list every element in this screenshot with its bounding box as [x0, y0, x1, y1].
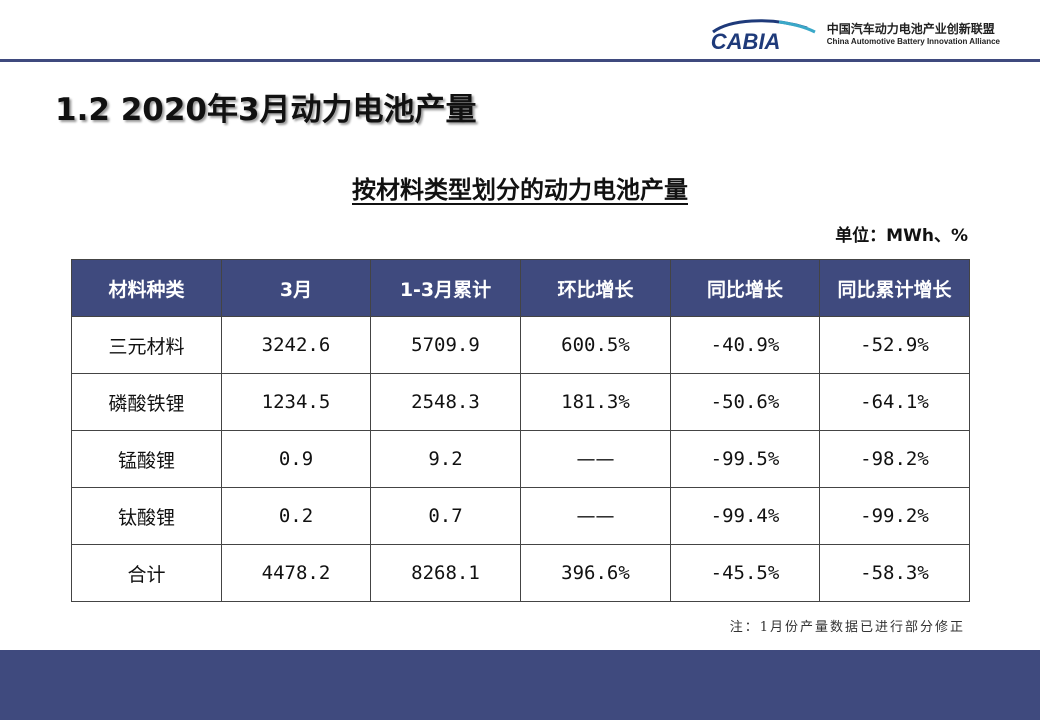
- cumulative-cell: 8268.1: [370, 544, 521, 602]
- table-row-total: 合计 4478.2 8268.1 396.6% -45.5% -58.3%: [71, 544, 970, 602]
- footnote: 注：1月份产量数据已进行部分修正: [729, 620, 965, 635]
- march-cell: 3242.6: [221, 316, 371, 374]
- table-row: 三元材料 3242.6 5709.9 600.5% -40.9% -52.9%: [71, 316, 970, 374]
- header-cell-mom-growth: 环比增长: [520, 259, 671, 317]
- table-row: 钛酸锂 0.2 0.7 —— -99.4% -99.2%: [71, 487, 970, 545]
- march-cell: 1234.5: [221, 373, 371, 431]
- yoy-growth-cell: -40.9%: [670, 316, 820, 374]
- yoy-cumulative-cell: -98.2%: [819, 430, 970, 488]
- mom-growth-cell: 396.6%: [520, 544, 671, 602]
- header-cell-cumulative: 1-3月累计: [370, 259, 521, 317]
- org-name-en: China Automotive Battery Innovation Alli…: [826, 36, 1000, 46]
- material-cell: 磷酸铁锂: [71, 373, 222, 431]
- material-cell: 三元材料: [71, 316, 222, 374]
- march-cell: 0.2: [221, 487, 371, 545]
- march-cell: 0.9: [221, 430, 371, 488]
- yoy-growth-cell: -50.6%: [670, 373, 820, 431]
- mom-growth-cell: 600.5%: [520, 316, 671, 374]
- unit-label: 单位：MWh、%: [835, 226, 968, 246]
- table-title: 按材料类型划分的动力电池产量: [352, 176, 688, 204]
- footer-band: [0, 650, 1040, 720]
- cumulative-cell: 5709.9: [370, 316, 521, 374]
- logo-wordmark: CABIA: [710, 29, 781, 54]
- mom-growth-cell: ——: [520, 430, 671, 488]
- cumulative-cell: 9.2: [370, 430, 521, 488]
- table-row: 磷酸铁锂 1234.5 2548.3 181.3% -50.6% -64.1%: [71, 373, 970, 431]
- material-cell: 钛酸锂: [71, 487, 222, 545]
- yoy-growth-cell: -45.5%: [670, 544, 820, 602]
- march-cell: 4478.2: [221, 544, 371, 602]
- mom-growth-cell: ——: [520, 487, 671, 545]
- mom-growth-cell: 181.3%: [520, 373, 671, 431]
- cabia-logo: CABIA 中国汽车动力电池产业创新联盟 China Automotive Ba…: [709, 16, 1000, 54]
- production-table: 材料种类 3月 1-3月累计 环比增长 同比增长 同比累计增长 三元材料 324…: [71, 259, 970, 602]
- yoy-cumulative-cell: -52.9%: [819, 316, 970, 374]
- table-row: 锰酸锂 0.9 9.2 —— -99.5% -98.2%: [71, 430, 970, 488]
- yoy-growth-cell: -99.5%: [670, 430, 820, 488]
- car-logo-icon: CABIA: [709, 16, 819, 54]
- page-title: 1.2 2020年3月动力电池产量: [55, 92, 477, 128]
- header-cell-yoy-growth: 同比增长: [670, 259, 820, 317]
- cumulative-cell: 0.7: [370, 487, 521, 545]
- header-cell-material: 材料种类: [71, 259, 222, 317]
- header-cell-yoy-cumulative-growth: 同比累计增长: [819, 259, 970, 317]
- yoy-growth-cell: -99.4%: [670, 487, 820, 545]
- material-cell: 锰酸锂: [71, 430, 222, 488]
- cumulative-cell: 2548.3: [370, 373, 521, 431]
- yoy-cumulative-cell: -58.3%: [819, 544, 970, 602]
- header-rule: [0, 59, 1040, 62]
- org-name-cn: 中国汽车动力电池产业创新联盟: [826, 21, 995, 36]
- organization-name: 中国汽车动力电池产业创新联盟 China Automotive Battery …: [827, 22, 1000, 47]
- yoy-cumulative-cell: -99.2%: [819, 487, 970, 545]
- material-cell: 合计: [71, 544, 222, 602]
- header-cell-march: 3月: [221, 259, 371, 317]
- yoy-cumulative-cell: -64.1%: [819, 373, 970, 431]
- table-header-row: 材料种类 3月 1-3月累计 环比增长 同比增长 同比累计增长: [71, 259, 970, 317]
